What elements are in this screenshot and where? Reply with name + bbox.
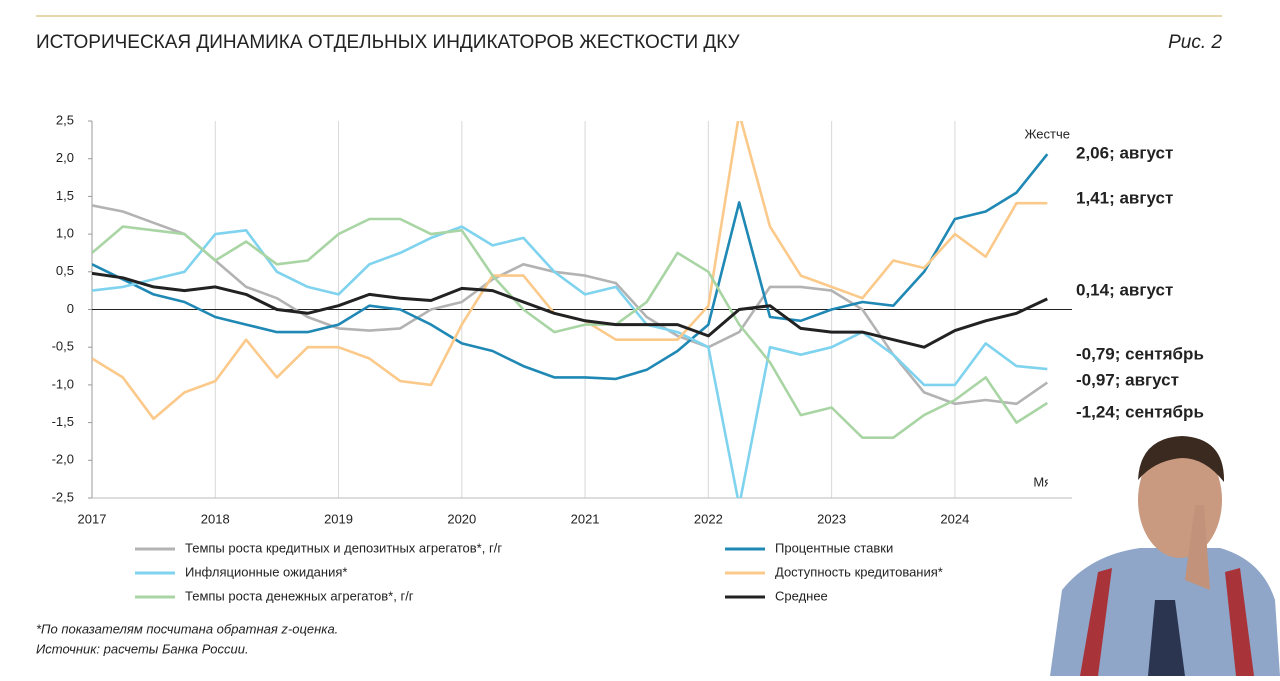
figure-label: Рис. 2	[1168, 32, 1222, 53]
x-tick-label: 2017	[78, 511, 107, 526]
y-tick-label: 0	[67, 301, 74, 316]
legend-label: Процентные ставки	[775, 540, 893, 555]
end-label: 0,14; август	[1076, 280, 1173, 299]
legend-label: Доступность кредитования*	[775, 564, 943, 579]
legend-label: Темпы роста кредитных и депозитных агрег…	[185, 540, 502, 555]
y-tick-label: 2,0	[56, 150, 74, 165]
y-tick-label: -1,0	[52, 376, 74, 391]
photo	[1048, 436, 1280, 676]
legend-label: Темпы роста денежных агрегатов*, г/г	[185, 588, 414, 603]
hand	[1185, 505, 1210, 590]
series-line	[92, 153, 1049, 381]
hair	[1138, 436, 1225, 482]
series-line	[92, 271, 1048, 349]
footnote: Источник: расчеты Банка России.	[36, 641, 249, 656]
end-label: -0,97; август	[1076, 370, 1179, 389]
y-tick-label: 2,5	[56, 112, 74, 127]
y-tick-label: -1,5	[52, 414, 74, 429]
legend-label: Среднее	[775, 588, 828, 603]
x-tick-label: 2023	[817, 511, 846, 526]
x-tick-label: 2018	[201, 511, 230, 526]
x-tick-label: 2020	[447, 511, 476, 526]
y-tick-label: -2,0	[52, 452, 74, 467]
series-line	[92, 121, 1048, 421]
x-tick-label: 2022	[694, 511, 723, 526]
x-tick-label: 2024	[940, 511, 969, 526]
chart-title: ИСТОРИЧЕСКАЯ ДИНАМИКА ОТДЕЛЬНЫХ ИНДИКАТО…	[36, 32, 741, 53]
tie	[1148, 600, 1185, 676]
y-tick-label: 0,5	[56, 263, 74, 278]
y-tick-label: 1,5	[56, 188, 74, 203]
end-label: 2,06; август	[1076, 143, 1173, 162]
end-label: -1,24; сентябрь	[1076, 402, 1204, 421]
legend-label: Инфляционные ожидания*	[185, 564, 347, 579]
footnote: *По показателям посчитана обратная z-оце…	[36, 621, 338, 636]
x-tick-label: 2021	[571, 511, 600, 526]
annotation: Жестче	[1024, 126, 1070, 141]
series-line	[92, 217, 1048, 439]
suspenders	[1080, 568, 1254, 676]
plot-area	[92, 121, 1049, 498]
y-tick-label: -0,5	[52, 339, 74, 354]
y-tick-label: 1,0	[56, 226, 74, 241]
end-label: 1,41; август	[1076, 188, 1173, 207]
x-tick-label: 2019	[324, 511, 353, 526]
series-line	[92, 225, 1048, 498]
series-line	[92, 204, 1049, 406]
y-tick-label: -2,5	[52, 489, 74, 504]
end-label: -0,79; сентябрь	[1076, 344, 1204, 363]
